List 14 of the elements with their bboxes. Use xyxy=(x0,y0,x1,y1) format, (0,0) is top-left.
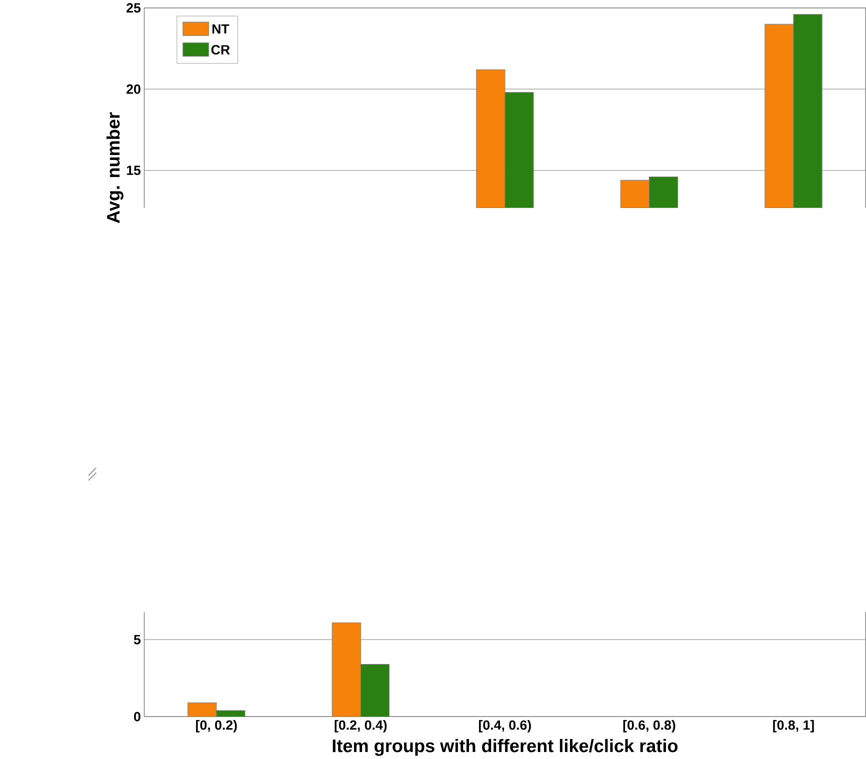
x-axis-title: Item groups with different like/click ratio xyxy=(332,738,678,756)
x-tick-label: [0.6, 0.8) xyxy=(623,720,676,732)
y-tick-label: 20 xyxy=(126,84,140,94)
x-tick-label: [0, 0.2) xyxy=(196,720,237,732)
x-tick-label: [0.2, 0.4) xyxy=(334,720,387,732)
x-tick-label: [0.4, 0.6) xyxy=(479,720,531,732)
legend-label: CR xyxy=(211,45,230,54)
y-axis-title: Avg. number xyxy=(106,112,124,224)
y-tick-label: 25 xyxy=(126,3,141,13)
y-tick-label: 5 xyxy=(134,635,141,644)
legend-label: NT xyxy=(212,24,230,34)
y-tick-label: 0 xyxy=(134,712,140,722)
x-tick-label: [0.8, 1] xyxy=(773,720,814,732)
y-tick-label: 15 xyxy=(126,166,141,175)
